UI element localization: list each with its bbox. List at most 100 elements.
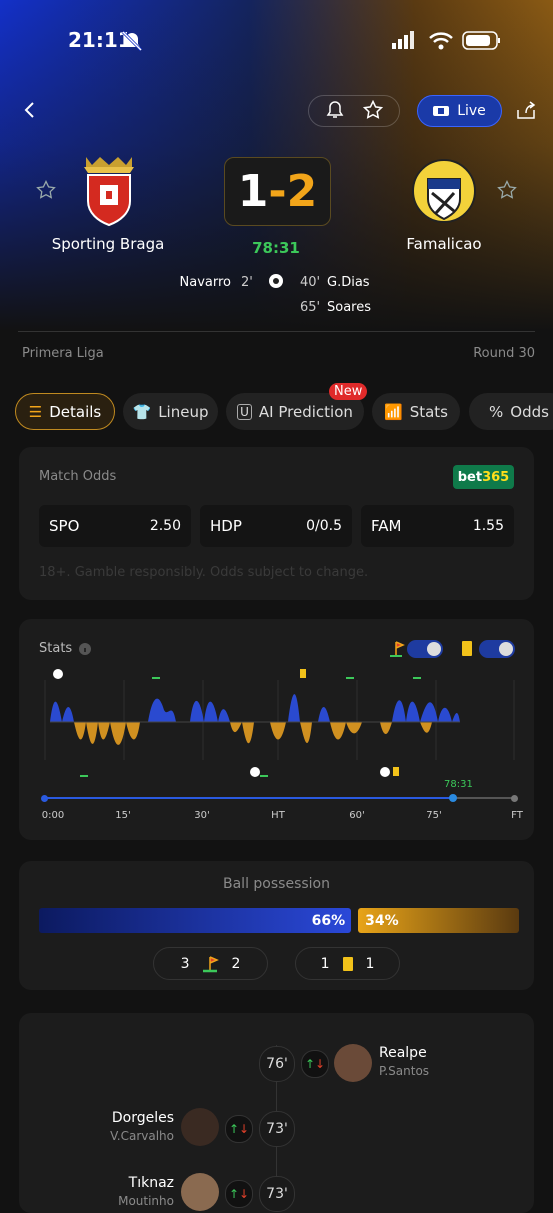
mute-icon (121, 30, 143, 52)
timeline-label: 0:00 (41, 810, 65, 821)
stats-toggles[interactable] (388, 638, 518, 660)
timeline-label: HT (271, 810, 285, 821)
score-box: 1-2 (224, 157, 331, 226)
odds-label: HDP (210, 517, 242, 535)
timeline-end (511, 795, 518, 802)
away-score: 2 (286, 166, 318, 217)
new-badge: New (329, 383, 368, 400)
tab-icon: % (489, 402, 504, 421)
sub-icon: ↑↓ (225, 1180, 253, 1208)
round: Round 30 (473, 346, 535, 361)
score-separator: - (268, 166, 287, 217)
odds-label: FAM (371, 517, 402, 535)
home-team: Sporting Braga (51, 235, 165, 253)
clock: 21:11 (68, 28, 132, 52)
yellow-card-icon (342, 956, 353, 971)
sub-minute: 73' (259, 1111, 295, 1147)
home-possession-bar: 66% (39, 908, 352, 933)
player-in: Tıknaz (128, 1175, 174, 1191)
tab-odds[interactable]: % Odds (469, 393, 553, 430)
bookmaker-part: 365 (482, 469, 510, 485)
status-icons (392, 31, 500, 50)
goal-minute: 65' (300, 300, 321, 315)
home-star[interactable] (36, 180, 56, 200)
action-pill (308, 95, 400, 127)
odds-value: 0/0.5 (306, 518, 342, 534)
home-possession-label: 66% (311, 912, 346, 929)
sub-minute: 76' (259, 1046, 295, 1082)
player-out: Moutinho (118, 1194, 174, 1208)
timeline-label: FT (511, 810, 523, 821)
tab-label: Odds (510, 402, 549, 421)
league: Primera Liga (22, 346, 104, 361)
away-yellow: 1 (365, 955, 375, 972)
away-star[interactable] (497, 180, 517, 200)
minute: 76' (266, 1056, 288, 1072)
goal-player: Navarro (179, 275, 231, 290)
timeline-current: 78:31 (444, 779, 473, 790)
away-possession-label: 34% (365, 912, 399, 929)
tab-label: Details (49, 402, 102, 421)
goal-minute: 40' (300, 275, 321, 290)
goal-minute: 2' (241, 275, 253, 290)
player-in: Realpe (379, 1045, 427, 1061)
tab-label: AI Prediction (258, 402, 353, 421)
tab-label: Lineup (158, 402, 209, 421)
player-avatar (181, 1108, 219, 1146)
odds-value: 2.50 (149, 518, 181, 534)
timeline-label: 15' (115, 810, 131, 821)
home-crest (84, 157, 134, 227)
possession-bars: 66% 34% (39, 908, 519, 933)
player-out: P.Santos (379, 1064, 430, 1078)
odds-box[interactable]: HDP 0/0.5 (200, 505, 352, 547)
minute: 73' (266, 1186, 288, 1202)
back-button[interactable] (20, 100, 40, 120)
player-out: V.Carvalho (110, 1129, 174, 1143)
odds-value: 1.55 (472, 518, 504, 534)
timeline-progress (44, 797, 453, 799)
favorite-button[interactable] (363, 100, 383, 120)
tab-stats[interactable]: 📶 Stats (372, 393, 460, 430)
info-icon[interactable] (79, 643, 91, 655)
disclaimer: 18+. Gamble responsibly. Odds subject to… (39, 565, 369, 580)
timeline-label: 75' (426, 810, 442, 821)
odds-box[interactable]: FAM 1.55 (361, 505, 514, 547)
away-team: Famalicao (406, 235, 482, 253)
goal-player: Soares (327, 300, 372, 315)
live-button[interactable]: Live (417, 95, 502, 127)
bell-button[interactable] (325, 100, 345, 120)
odds-title: Match Odds (39, 469, 117, 484)
timeline-label: 60' (349, 810, 365, 821)
away-possession-bar: 34% (358, 908, 519, 933)
home-corners: 3 (180, 955, 190, 972)
live-icon (433, 106, 450, 116)
tab-ai-prediction[interactable]: U AI Prediction (226, 393, 364, 430)
home-yellow: 1 (320, 955, 330, 972)
timeline-now (449, 794, 457, 802)
tab-details[interactable]: ☰ Details (15, 393, 115, 430)
bookmaker-part: bet (457, 469, 483, 485)
player-avatar (334, 1044, 372, 1082)
odds-box[interactable]: SPO 2.50 (39, 505, 191, 547)
bookmaker-logo[interactable]: bet 365 (453, 465, 514, 489)
minute: 73' (266, 1121, 288, 1137)
timeline-label: 30' (194, 810, 210, 821)
away-corners: 2 (231, 955, 241, 972)
player-in: Dorgeles (111, 1110, 174, 1126)
sub-icon: ↑↓ (225, 1115, 253, 1143)
corner-icon (202, 955, 219, 972)
tab-lineup[interactable]: 👕 Lineup (123, 393, 218, 430)
possession-title: Ball possession (223, 876, 330, 892)
divider (18, 331, 535, 332)
player-avatar (181, 1173, 219, 1211)
goal-player: G.Dias (327, 275, 370, 290)
share-button[interactable] (515, 100, 537, 120)
momentum-chart (44, 669, 515, 777)
timeline-rest (453, 797, 514, 799)
tab-label: Stats (409, 402, 448, 421)
sub-minute: 73' (259, 1176, 295, 1212)
odds-label: SPO (49, 517, 80, 535)
